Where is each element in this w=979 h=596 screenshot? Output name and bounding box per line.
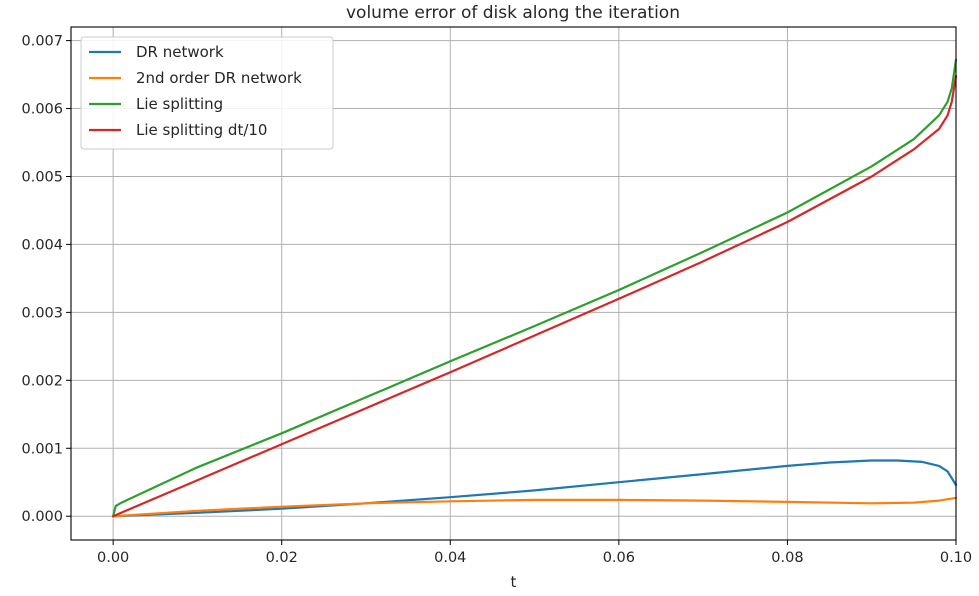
legend: DR network 2nd order DR network Lie splitt… bbox=[80, 36, 334, 150]
x-tick-label: 0.08 bbox=[771, 550, 803, 566]
chart-title: volume error of disk along the iteration bbox=[346, 3, 680, 23]
legend-label: DR network bbox=[136, 43, 224, 61]
tick-layer: 0.00 0.02 0.04 0.06 0.08 0.10 0.000 0.001 0.002 0… bbox=[21, 34, 972, 566]
y-tick-label: 0.003 bbox=[21, 305, 63, 321]
legend-box bbox=[80, 36, 334, 150]
legend-label: 2nd order DR network bbox=[136, 69, 302, 87]
legend-label: Lie splitting dt/10 bbox=[136, 121, 267, 139]
x-tick-label: 0.06 bbox=[603, 550, 635, 566]
x-tick-label: 0.02 bbox=[266, 550, 298, 566]
y-tick-label: 0.002 bbox=[21, 373, 63, 389]
x-tick-label: 0.04 bbox=[434, 550, 466, 566]
series-layer bbox=[112, 58, 958, 518]
y-tick-label: 0.001 bbox=[21, 441, 63, 457]
axes-frame bbox=[70, 26, 957, 541]
series-line-4 bbox=[112, 74, 958, 518]
x-tick-label: 0.00 bbox=[97, 550, 129, 566]
y-tick-label: 0.006 bbox=[21, 102, 63, 118]
y-tick-label: 0.000 bbox=[21, 509, 63, 525]
legend-label: Lie splitting bbox=[136, 95, 223, 113]
series-line-2 bbox=[112, 496, 958, 518]
y-tick-label: 0.005 bbox=[21, 169, 63, 185]
y-tick-label: 0.004 bbox=[21, 237, 63, 253]
y-tick-label: 0.007 bbox=[21, 34, 63, 50]
series-line-3 bbox=[112, 58, 958, 518]
x-tick-label: 0.10 bbox=[940, 550, 972, 566]
x-axis-label: t bbox=[511, 573, 517, 591]
